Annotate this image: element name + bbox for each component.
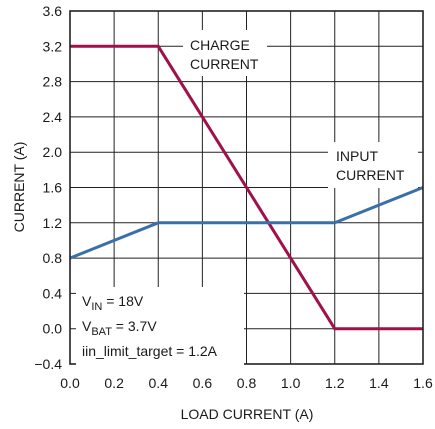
x-tick-label: 1.0 [281, 375, 301, 391]
conditions-annotation: VIN = 18V VBAT = 3.7V iin_limit_target =… [76, 287, 244, 365]
plot-frame [69, 10, 424, 365]
y-tick-label: 1.2 [43, 215, 63, 231]
y-tick-label: 3.2 [43, 38, 63, 54]
x-tick-labels: 0.0 0.2 0.4 0.6 0.8 1.0 1.2 1.4 1.6 [60, 375, 433, 391]
series-label-charge: CHARGE CURRENT [183, 30, 267, 76]
y-tick-label: 0.8 [43, 250, 63, 266]
input-current-line [69, 186, 424, 260]
charge-label-line1: CHARGE [190, 37, 250, 53]
x-tick-label: 0.4 [149, 375, 169, 391]
series-layer [69, 44, 424, 331]
charge-current-line [70, 44, 423, 331]
y-axis-label: CURRENT (A) [11, 142, 27, 233]
x-tick-label: 0.0 [60, 375, 80, 391]
y-tick-label: 0.4 [43, 285, 63, 301]
y-tick-label: 3.6 [43, 3, 63, 19]
y-tick-label: 0.0 [43, 321, 63, 337]
y-tick-label: 2.4 [43, 109, 63, 125]
input-label-line2: CURRENT [336, 167, 405, 183]
y-tick-labels: −0.4 0.0 0.4 0.8 1.2 1.6 2.0 2.4 2.8 3.2 3.6 [34, 3, 62, 372]
x-tick-label: 1.6 [413, 375, 433, 391]
y-tick-label: 2.0 [43, 144, 63, 160]
y-tick-label: 1.6 [43, 180, 63, 196]
vin-annotation: VIN = 18V [82, 293, 144, 313]
x-tick-label: 0.8 [237, 375, 257, 391]
x-tick-label: 1.2 [325, 375, 345, 391]
y-tick-label: 2.8 [43, 74, 63, 90]
series-label-input: INPUT CURRENT [328, 142, 418, 188]
charge-label-line2: CURRENT [190, 56, 259, 72]
x-axis-label: LOAD CURRENT (A) [181, 406, 314, 422]
x-tick-label: 0.6 [193, 375, 213, 391]
x-tick-label: 1.4 [369, 375, 389, 391]
x-tick-label: 0.2 [104, 375, 124, 391]
y-tick-label: −0.4 [34, 356, 62, 372]
limit-annotation: iin_limit_target = 1.2A [82, 343, 218, 359]
vbat-annotation: VBAT = 3.7V [82, 318, 157, 338]
input-label-line1: INPUT [336, 148, 378, 164]
